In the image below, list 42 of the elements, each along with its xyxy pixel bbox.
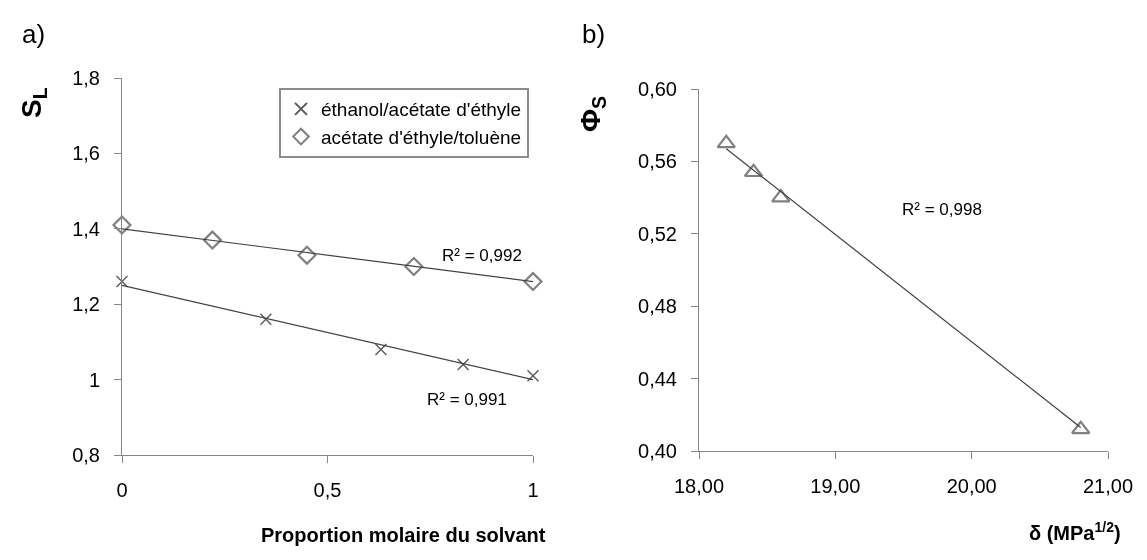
point: [716, 134, 737, 149]
point: [771, 189, 791, 203]
y-tick-label: 0,60: [638, 78, 677, 100]
x-tick-label: 0,5: [313, 479, 342, 501]
x-tick-label: 20,00: [946, 475, 997, 497]
chart-title: a): [22, 19, 46, 49]
y-tick-label: 1,2: [72, 293, 100, 316]
point: [404, 256, 424, 277]
point: [743, 163, 764, 178]
point: [526, 369, 540, 383]
y-tick-label: 0,56: [638, 150, 677, 173]
x-tick-label: 21,00: [1082, 475, 1134, 497]
point: [115, 275, 129, 288]
legend-label: éthanol/acétate d'éthyle: [321, 99, 522, 121]
legend-label: acétate d'éthyle/toluène: [321, 126, 522, 148]
point: [259, 313, 273, 326]
point: [456, 358, 470, 371]
y-tick-label: 1,4: [72, 217, 100, 240]
y-tick-label: 1,8: [72, 67, 100, 89]
point: [523, 272, 543, 292]
x-axis-title: δ (MPa$^{1/2}$): [1029, 519, 1121, 545]
x-tick-label: 0: [116, 479, 128, 501]
point: [374, 343, 388, 356]
x-tick-label: 19,00: [810, 475, 861, 497]
y-tick-label: 1: [88, 368, 100, 391]
point: [297, 245, 317, 265]
y-tick-label: 0,40: [638, 440, 677, 462]
y-tick-label: 0,44: [638, 367, 677, 390]
point: [202, 230, 222, 250]
point: [112, 215, 132, 235]
annotation: R² = 0,992: [442, 246, 522, 265]
x-tick-label: 1: [527, 479, 539, 501]
x-tick-label: 18,00: [673, 475, 725, 497]
point: [1070, 420, 1091, 435]
y-tick-label: 0,48: [638, 295, 677, 318]
y-tick-label: 0,52: [638, 222, 677, 245]
annotation: R² = 0,998: [902, 200, 982, 219]
x-axis-title: Proportion molaire du solvant: [261, 524, 546, 546]
annotation: R² = 0,991: [427, 390, 507, 409]
y-tick-label: 1,6: [72, 142, 100, 165]
chart-title: b): [582, 19, 606, 49]
y-tick-label: 0,8: [72, 444, 100, 466]
